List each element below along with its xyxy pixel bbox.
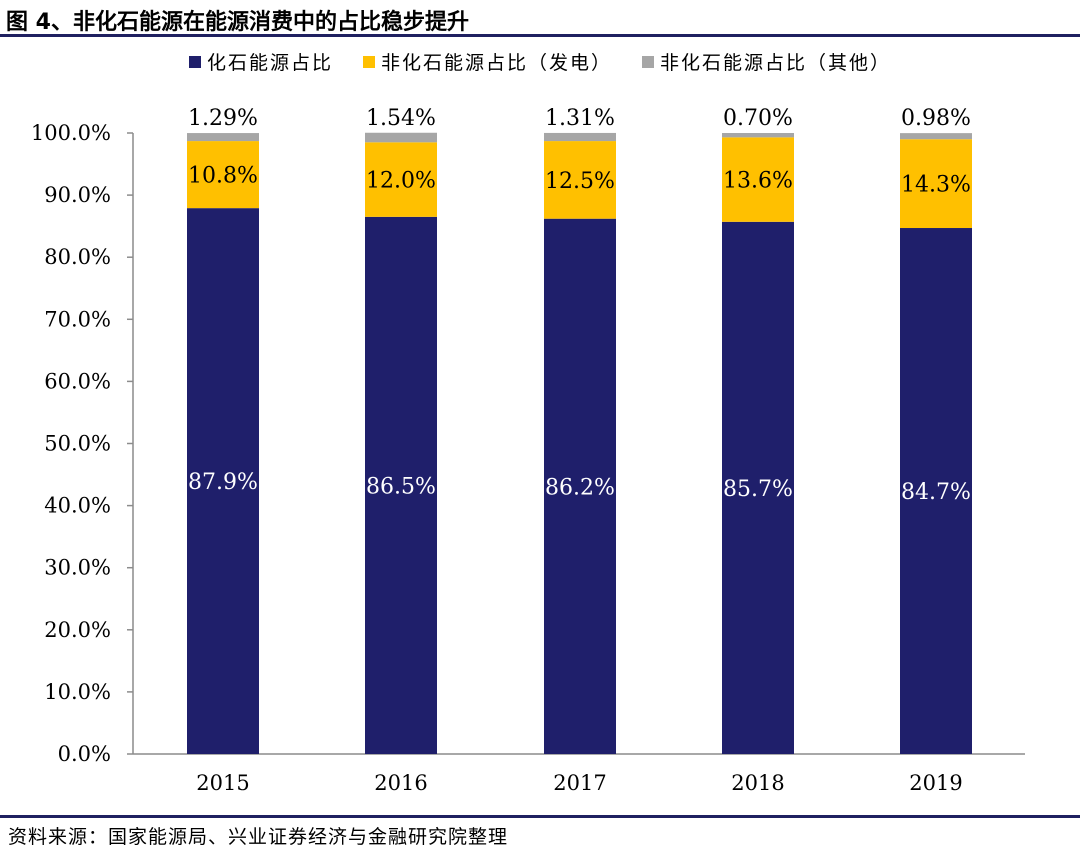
legend-item-nonfossil-other: 非化石能源占比（其他） <box>642 48 891 75</box>
data-label-nonfossil-power: 10.8% <box>188 164 258 189</box>
x-tick-label: 2016 <box>374 771 427 795</box>
bar-segment <box>187 141 259 209</box>
y-tick-label: 30.0% <box>44 556 111 580</box>
bar-segment <box>544 218 616 754</box>
legend-label-nonfossil-power: 非化石能源占比（发电） <box>380 52 612 74</box>
y-tick-label: 100.0% <box>31 121 111 145</box>
legend-label-fossil: 化石能源占比 <box>206 52 333 74</box>
legend-swatch-fossil <box>188 55 201 68</box>
source-note: 资料来源：国家能源局、兴业证券经济与金融研究院整理 <box>8 826 509 848</box>
data-label-nonfossil-other: 1.31% <box>545 106 615 131</box>
data-label-fossil: 86.2% <box>545 475 615 500</box>
data-label-nonfossil-other: 1.29% <box>188 106 258 131</box>
data-label-nonfossil-other: 0.98% <box>901 106 971 131</box>
y-tick-label: 80.0% <box>44 245 111 269</box>
data-label-nonfossil-other: 1.54% <box>366 106 436 131</box>
bar-segment <box>900 139 972 229</box>
y-tick-label: 90.0% <box>44 183 111 207</box>
bar-segment <box>900 133 972 140</box>
bar-segment <box>544 141 616 219</box>
title-rule <box>0 34 1080 37</box>
bar-segment <box>544 132 616 142</box>
x-tick-label: 2017 <box>553 771 606 795</box>
bar-segment <box>722 137 794 222</box>
chart-legend: 化石能源占比 非化石能源占比（发电） 非化石能源占比（其他） <box>0 48 1080 75</box>
data-label-fossil: 87.9% <box>188 470 258 495</box>
bar-segment <box>187 208 259 755</box>
y-tick-label: 0.0% <box>58 742 111 766</box>
y-tick-label: 40.0% <box>44 494 111 518</box>
x-tick-label: 2018 <box>731 771 784 795</box>
legend-item-nonfossil-power: 非化石能源占比（发电） <box>362 48 612 75</box>
bar-segment <box>900 228 972 754</box>
legend-swatch-nonfossil-power <box>362 55 375 68</box>
data-label-nonfossil-power: 12.0% <box>366 169 436 194</box>
x-tick-label: 2019 <box>909 771 962 795</box>
bar-segment <box>365 216 437 754</box>
y-tick-label: 60.0% <box>44 369 111 393</box>
data-label-nonfossil-power: 12.5% <box>545 169 615 194</box>
data-label-fossil: 86.5% <box>366 474 436 499</box>
source-rule <box>0 815 1080 818</box>
figure-title: 图 4、非化石能源在能源消费中的占比稳步提升 <box>6 10 469 35</box>
y-tick-label: 70.0% <box>44 307 111 331</box>
x-tick-label: 2015 <box>196 771 249 795</box>
data-label-fossil: 84.7% <box>901 480 971 505</box>
y-tick-label: 20.0% <box>44 618 111 642</box>
bar-segment <box>722 133 794 138</box>
legend-item-fossil: 化石能源占比 <box>188 48 333 75</box>
bar-segment <box>365 132 437 143</box>
y-tick-label: 10.0% <box>44 680 111 704</box>
stacked-bar-chart: 0.0% 10.0% 20.0% 30.0% 40.0% 50.0% 60.0% 70.0% 8… <box>31 106 1025 795</box>
bar-segment <box>365 142 437 217</box>
data-label-nonfossil-other: 0.70% <box>723 106 793 131</box>
data-label-fossil: 85.7% <box>723 477 793 502</box>
y-tick-label: 50.0% <box>44 432 111 456</box>
bar-segment <box>187 133 259 142</box>
bar-segment <box>722 221 794 755</box>
legend-swatch-nonfossil-other <box>642 55 654 68</box>
legend-label-nonfossil-other: 非化石能源占比（其他） <box>660 52 892 74</box>
data-label-nonfossil-power: 14.3% <box>901 173 971 198</box>
data-label-nonfossil-power: 13.6% <box>723 169 793 194</box>
